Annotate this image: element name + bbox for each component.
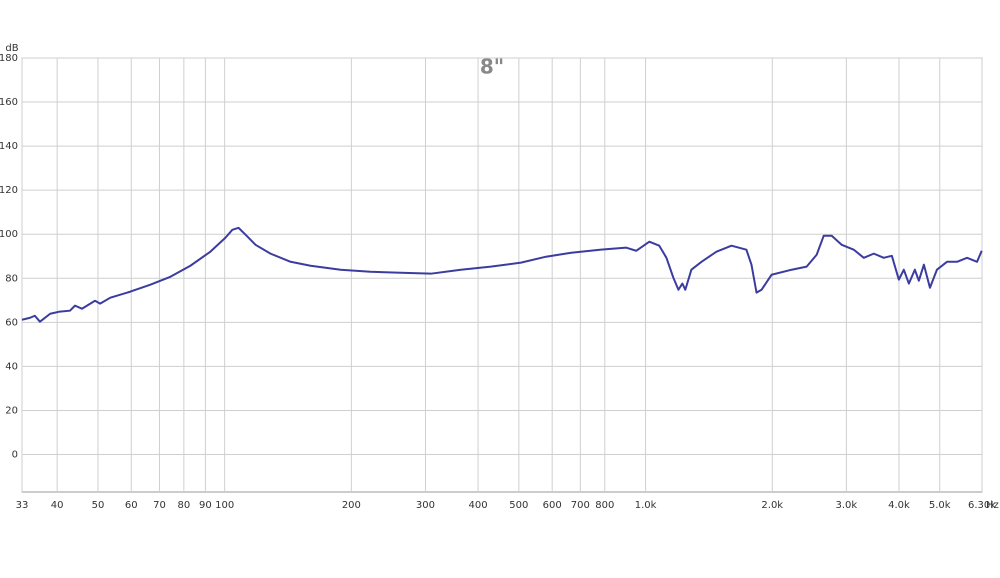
y-tick-label: 80	[5, 273, 18, 284]
y-tick-label: 20	[5, 405, 18, 416]
y-tick-label: 100	[0, 229, 18, 240]
x-tick-label: 200	[342, 500, 361, 511]
y-tick-label: 180	[0, 53, 18, 64]
plot-area	[21, 57, 983, 493]
x-tick-label: 800	[595, 500, 614, 511]
x-tick-label: 100	[215, 500, 234, 511]
x-tick-label: 4.0k	[888, 500, 910, 511]
x-tick-label: 600	[543, 500, 562, 511]
x-axis-label: Hz	[986, 500, 999, 511]
x-tick-label: 1.0k	[635, 500, 657, 511]
x-tick-label: 40	[51, 500, 64, 511]
x-tick-label: 60	[125, 500, 138, 511]
x-tick-label: 5.0k	[929, 500, 951, 511]
y-tick-label: 0	[12, 450, 18, 461]
y-tick-label: 160	[0, 97, 18, 108]
response-line	[21, 226, 983, 323]
x-tick-label: 70	[153, 500, 166, 511]
x-tick-label: 50	[92, 500, 105, 511]
y-tick-label: 40	[5, 361, 18, 372]
x-tick-label: 500	[509, 500, 528, 511]
x-tick-label: 3.0k	[836, 500, 858, 511]
x-tick-label: 33	[16, 500, 29, 511]
x-tick-label: 2.0k	[761, 500, 783, 511]
x-tick-label: 300	[416, 500, 435, 511]
x-tick-label: 700	[571, 500, 590, 511]
y-tick-label: 120	[0, 185, 18, 196]
x-tick-label: 6.30k	[968, 500, 996, 511]
y-axis-label: dB	[5, 43, 18, 54]
y-tick-label: 140	[0, 141, 18, 152]
y-tick-label: 60	[5, 317, 18, 328]
x-tick-label: 400	[469, 500, 488, 511]
x-tick-label: 90	[199, 500, 212, 511]
x-tick-label: 80	[178, 500, 191, 511]
